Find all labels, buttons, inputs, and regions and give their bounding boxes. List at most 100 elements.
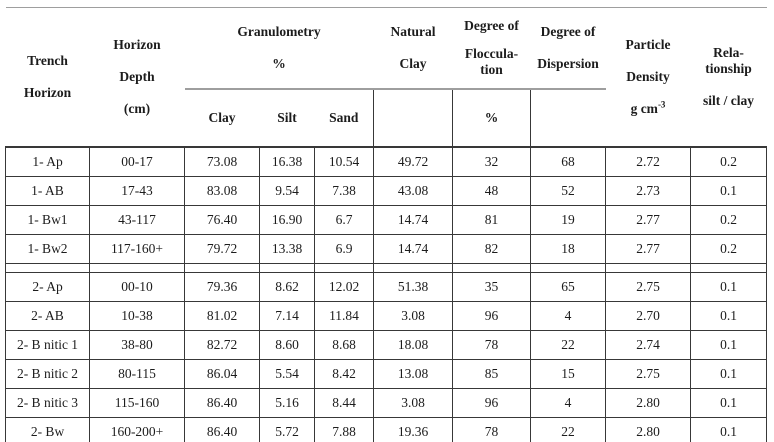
sub-header-silt: Silt [259,89,315,147]
sub-header-flocculation-percent: % [452,89,531,147]
cell-silt-clay: 0.1 [690,388,767,418]
cell-silt: 16.38 [259,146,315,177]
cell-clay: 81.02 [184,301,260,331]
cell-sand: 10.54 [314,146,374,177]
cell-natural-clay: 3.08 [373,388,453,418]
header-line: Floccula- [464,46,519,62]
cell-natural-clay: 13.08 [373,359,453,389]
header-line-group: Floccula- tion [465,46,518,77]
col-header-particle-density: Particle Density g cm-3 [605,7,691,147]
cell-dispersion: 4 [530,301,606,331]
header-line: Degree of [540,24,596,39]
table-row: 2- B nitic 1 38-80 82.72 8.60 8.68 18.08 78 22 2… [5,330,767,360]
cell-silt-clay: 0.1 [690,176,767,206]
table-row: 1- Bw1 43-117 76.40 16.90 6.7 14.74 81 19 2.77 0.… [5,205,767,235]
cell-silt-clay: 0.2 [690,234,767,264]
cell-horizon: 1- Bw2 [5,234,90,264]
header-line: Horizon [23,85,72,100]
cell-flocculation: 96 [452,301,531,331]
cell-dispersion: 68 [530,146,606,177]
density-unit-exponent: -3 [657,99,666,110]
table-row: 1- AB 17-43 83.08 9.54 7.38 43.08 48 52 2.73 0.1 [5,176,767,206]
cell-clay: 73.08 [184,146,260,177]
cell-flocculation: 32 [452,146,531,177]
cell-silt-clay: 0.1 [690,301,767,331]
cell-natural-clay: 14.74 [373,205,453,235]
table-row: 2- AB 10-38 81.02 7.14 11.84 3.08 96 4 2.70 0.1 [5,301,767,331]
sub-header-natural-clay-empty [373,89,453,147]
cell-natural-clay: 18.08 [373,330,453,360]
cell-dispersion: 22 [530,330,606,360]
cell-silt: 8.62 [259,272,315,302]
cell-silt: 5.72 [259,417,315,442]
cell-sand: 7.88 [314,417,374,442]
cell-silt: 9.54 [259,176,315,206]
cell-depth: 43-117 [89,205,185,235]
spacer-cell [452,263,531,273]
col-header-degree-of-flocculation: Degree of Floccula- tion [452,7,531,90]
cell-depth: 80-115 [89,359,185,389]
cell-dispersion: 4 [530,388,606,418]
header-row-top: Trench Horizon Horizon Depth (cm) Granul… [5,7,767,147]
cell-depth: 117-160+ [89,234,185,264]
cell-depth: 115-160 [89,388,185,418]
cell-natural-clay: 3.08 [373,301,453,331]
cell-flocculation: 85 [452,359,531,389]
cell-sand: 12.02 [314,272,374,302]
cell-dispersion: 52 [530,176,606,206]
cell-density: 2.70 [605,301,691,331]
col-header-granulometry: Granulometry % [184,7,374,90]
cell-sand: 7.38 [314,176,374,206]
cell-depth: 00-10 [89,272,185,302]
table-row: 2- Bw 160-200+ 86.40 5.72 7.88 19.36 78 22 2.80 0… [5,417,767,442]
cell-flocculation: 78 [452,417,531,442]
header-row-sub: Clay Silt Sand % [6,89,767,147]
cell-horizon: 1- Bw1 [5,205,90,235]
cell-natural-clay: 51.38 [373,272,453,302]
table-row: 2- B nitic 2 80-115 86.04 5.54 8.42 13.08 85 15… [5,359,767,389]
header-line: % [272,56,286,71]
cell-silt: 5.16 [259,388,315,418]
header-line: Horizon [113,37,161,52]
cell-horizon: 2- B nitic 3 [5,388,90,418]
cell-silt-clay: 0.1 [690,330,767,360]
cell-flocculation: 96 [452,388,531,418]
header-unit: g cm-3 [630,99,666,116]
cell-density: 2.72 [605,146,691,177]
cell-dispersion: 65 [530,272,606,302]
header-line: Particle [625,37,671,52]
cell-density: 2.77 [605,205,691,235]
cell-silt: 8.60 [259,330,315,360]
cell-sand: 11.84 [314,301,374,331]
cell-density: 2.74 [605,330,691,360]
cell-flocculation: 48 [452,176,531,206]
col-header-trench-horizon: Trench Horizon [5,7,90,147]
cell-silt-clay: 0.1 [690,272,767,302]
spacer-cell [89,263,185,273]
cell-silt: 16.90 [259,205,315,235]
cell-silt-clay: 0.1 [690,417,767,442]
header-line: Depth [119,69,155,84]
cell-dispersion: 18 [530,234,606,264]
header-line: Rela- [713,45,744,61]
col-header-horizon-depth: Horizon Depth (cm) [89,7,185,147]
table-row: 2- Ap 00-10 79.36 8.62 12.02 51.38 35 65 2.75 0.1 [5,272,767,302]
cell-clay: 82.72 [184,330,260,360]
cell-density: 2.77 [605,234,691,264]
cell-horizon: 2- B nitic 2 [5,359,90,389]
cell-dispersion: 15 [530,359,606,389]
cell-natural-clay: 43.08 [373,176,453,206]
cell-clay: 83.08 [184,176,260,206]
table-header: Trench Horizon Horizon Depth (cm) Granul… [5,7,767,147]
cell-density: 2.80 [605,417,691,442]
header-line: (cm) [123,101,151,116]
cell-depth: 160-200+ [89,417,185,442]
cell-density: 2.80 [605,388,691,418]
spacer-cell [184,263,260,273]
cell-silt-clay: 0.1 [690,359,767,389]
sub-header-dispersion-empty [530,89,606,147]
spacer-cell [605,263,691,273]
cell-depth: 38-80 [89,330,185,360]
cell-clay: 76.40 [184,205,260,235]
